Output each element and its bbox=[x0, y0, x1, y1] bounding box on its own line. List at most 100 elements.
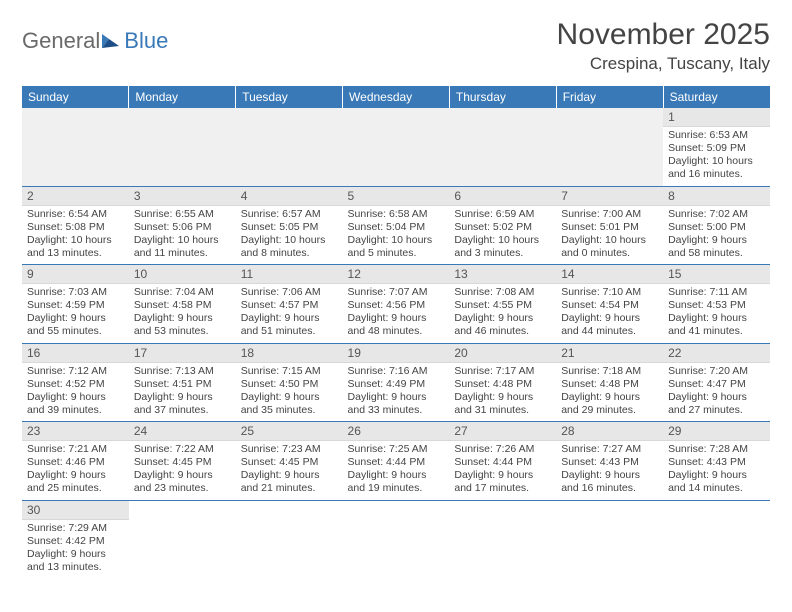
sunrise-line: Sunrise: 7:18 AM bbox=[561, 365, 658, 378]
day-body: Sunrise: 7:06 AMSunset: 4:57 PMDaylight:… bbox=[236, 284, 343, 343]
location-subtitle: Crespina, Tuscany, Italy bbox=[557, 54, 770, 74]
calendar-empty-cell bbox=[556, 108, 663, 186]
day-body: Sunrise: 7:13 AMSunset: 4:51 PMDaylight:… bbox=[129, 363, 236, 422]
day-number: 7 bbox=[556, 187, 663, 206]
daylight-line: Daylight: 10 hours and 8 minutes. bbox=[241, 234, 338, 260]
calendar-empty-cell bbox=[236, 500, 343, 578]
calendar-header-row: SundayMondayTuesdayWednesdayThursdayFrid… bbox=[22, 86, 770, 108]
calendar-day-cell: 29Sunrise: 7:28 AMSunset: 4:43 PMDayligh… bbox=[663, 422, 770, 501]
day-body: Sunrise: 7:28 AMSunset: 4:43 PMDaylight:… bbox=[663, 441, 770, 500]
sunset-line: Sunset: 4:46 PM bbox=[27, 456, 124, 469]
sunset-line: Sunset: 5:02 PM bbox=[454, 221, 551, 234]
day-body: Sunrise: 7:18 AMSunset: 4:48 PMDaylight:… bbox=[556, 363, 663, 422]
daylight-line: Daylight: 10 hours and 3 minutes. bbox=[454, 234, 551, 260]
calendar-header-cell: Wednesday bbox=[343, 86, 450, 108]
daylight-line: Daylight: 9 hours and 21 minutes. bbox=[241, 469, 338, 495]
calendar-empty-cell bbox=[129, 500, 236, 578]
calendar-empty-cell bbox=[556, 500, 663, 578]
daylight-line: Daylight: 10 hours and 0 minutes. bbox=[561, 234, 658, 260]
day-number: 9 bbox=[22, 265, 129, 284]
day-number: 15 bbox=[663, 265, 770, 284]
daylight-line: Daylight: 10 hours and 13 minutes. bbox=[27, 234, 124, 260]
sunset-line: Sunset: 4:44 PM bbox=[348, 456, 445, 469]
daylight-line: Daylight: 9 hours and 25 minutes. bbox=[27, 469, 124, 495]
day-number: 6 bbox=[449, 187, 556, 206]
calendar-header-cell: Monday bbox=[129, 86, 236, 108]
calendar-body: 1Sunrise: 6:53 AMSunset: 5:09 PMDaylight… bbox=[22, 108, 770, 578]
sunrise-line: Sunrise: 7:15 AM bbox=[241, 365, 338, 378]
daylight-line: Daylight: 9 hours and 29 minutes. bbox=[561, 391, 658, 417]
page-title: November 2025 bbox=[557, 18, 770, 52]
sunset-line: Sunset: 5:06 PM bbox=[134, 221, 231, 234]
daylight-line: Daylight: 9 hours and 19 minutes. bbox=[348, 469, 445, 495]
sunrise-line: Sunrise: 7:27 AM bbox=[561, 443, 658, 456]
calendar-empty-cell bbox=[663, 500, 770, 578]
header: General Blue November 2025 Crespina, Tus… bbox=[22, 18, 770, 74]
sunrise-line: Sunrise: 7:17 AM bbox=[454, 365, 551, 378]
calendar-day-cell: 4Sunrise: 6:57 AMSunset: 5:05 PMDaylight… bbox=[236, 186, 343, 265]
sunset-line: Sunset: 4:45 PM bbox=[134, 456, 231, 469]
calendar-day-cell: 6 Sunrise: 6:59 AMSunset: 5:02 PMDaylight… bbox=[449, 186, 556, 265]
calendar-row: 1Sunrise: 6:53 AMSunset: 5:09 PMDaylight… bbox=[22, 108, 770, 186]
day-body: Sunrise: 6:54 AMSunset: 5:08 PMDaylight:… bbox=[22, 206, 129, 265]
sunrise-line: Sunrise: 7:10 AM bbox=[561, 286, 658, 299]
daylight-line: Daylight: 9 hours and 46 minutes. bbox=[454, 312, 551, 338]
day-body: Sunrise: 7:22 AMSunset: 4:45 PMDaylight:… bbox=[129, 441, 236, 500]
sunset-line: Sunset: 4:58 PM bbox=[134, 299, 231, 312]
calendar-day-cell: 20 Sunrise: 7:17 AMSunset: 4:48 PMDayligh… bbox=[449, 343, 556, 422]
sunrise-line: Sunrise: 7:00 AM bbox=[561, 208, 658, 221]
sunset-line: Sunset: 4:44 PM bbox=[454, 456, 551, 469]
sunset-line: Sunset: 4:43 PM bbox=[668, 456, 765, 469]
daylight-line: Daylight: 10 hours and 5 minutes. bbox=[348, 234, 445, 260]
sunset-line: Sunset: 4:45 PM bbox=[241, 456, 338, 469]
sunrise-line: Sunrise: 7:20 AM bbox=[668, 365, 765, 378]
sunrise-line: Sunrise: 7:03 AM bbox=[27, 286, 124, 299]
calendar-empty-cell bbox=[236, 108, 343, 186]
calendar-day-cell: 25Sunrise: 7:23 AMSunset: 4:45 PMDayligh… bbox=[236, 422, 343, 501]
calendar-day-cell: 13Sunrise: 7:08 AMSunset: 4:55 PMDayligh… bbox=[449, 265, 556, 344]
calendar-day-cell: 5Sunrise: 6:58 AMSunset: 5:04 PMDaylight… bbox=[343, 186, 450, 265]
calendar-day-cell: 8Sunrise: 7:02 AMSunset: 5:00 PMDaylight… bbox=[663, 186, 770, 265]
calendar-day-cell: 19Sunrise: 7:16 AMSunset: 4:49 PMDayligh… bbox=[343, 343, 450, 422]
day-body: Sunrise: 7:08 AMSunset: 4:55 PMDaylight:… bbox=[449, 284, 556, 343]
day-number: 22 bbox=[663, 344, 770, 363]
day-number: 29 bbox=[663, 422, 770, 441]
day-body: Sunrise: 7:00 AMSunset: 5:01 PMDaylight:… bbox=[556, 206, 663, 265]
sunrise-line: Sunrise: 7:02 AM bbox=[668, 208, 765, 221]
sunrise-line: Sunrise: 7:22 AM bbox=[134, 443, 231, 456]
calendar-day-cell: 16Sunrise: 7:12 AMSunset: 4:52 PMDayligh… bbox=[22, 343, 129, 422]
day-number: 25 bbox=[236, 422, 343, 441]
day-number: 23 bbox=[22, 422, 129, 441]
sunset-line: Sunset: 5:01 PM bbox=[561, 221, 658, 234]
sunrise-line: Sunrise: 7:16 AM bbox=[348, 365, 445, 378]
sunset-line: Sunset: 4:53 PM bbox=[668, 299, 765, 312]
day-number: 24 bbox=[129, 422, 236, 441]
sunrise-line: Sunrise: 6:59 AM bbox=[454, 208, 551, 221]
sunset-line: Sunset: 4:47 PM bbox=[668, 378, 765, 391]
sunset-line: Sunset: 4:48 PM bbox=[454, 378, 551, 391]
calendar-empty-cell bbox=[129, 108, 236, 186]
daylight-line: Daylight: 9 hours and 55 minutes. bbox=[27, 312, 124, 338]
sunrise-line: Sunrise: 7:07 AM bbox=[348, 286, 445, 299]
sunrise-line: Sunrise: 7:04 AM bbox=[134, 286, 231, 299]
calendar-day-cell: 3Sunrise: 6:55 AMSunset: 5:06 PMDaylight… bbox=[129, 186, 236, 265]
sunrise-line: Sunrise: 7:12 AM bbox=[27, 365, 124, 378]
daylight-line: Daylight: 9 hours and 35 minutes. bbox=[241, 391, 338, 417]
sunrise-line: Sunrise: 6:55 AM bbox=[134, 208, 231, 221]
sunrise-line: Sunrise: 6:58 AM bbox=[348, 208, 445, 221]
daylight-line: Daylight: 10 hours and 11 minutes. bbox=[134, 234, 231, 260]
day-number: 18 bbox=[236, 344, 343, 363]
calendar-empty-cell bbox=[343, 500, 450, 578]
calendar-day-cell: 27Sunrise: 7:26 AMSunset: 4:44 PMDayligh… bbox=[449, 422, 556, 501]
sunset-line: Sunset: 4:59 PM bbox=[27, 299, 124, 312]
calendar-day-cell: 2Sunrise: 6:54 AMSunset: 5:08 PMDaylight… bbox=[22, 186, 129, 265]
day-body: Sunrise: 7:21 AMSunset: 4:46 PMDaylight:… bbox=[22, 441, 129, 500]
daylight-line: Daylight: 9 hours and 37 minutes. bbox=[134, 391, 231, 417]
sunset-line: Sunset: 5:00 PM bbox=[668, 221, 765, 234]
calendar-day-cell: 9 Sunrise: 7:03 AMSunset: 4:59 PMDaylight… bbox=[22, 265, 129, 344]
day-number: 1 bbox=[663, 108, 770, 127]
day-number: 10 bbox=[129, 265, 236, 284]
sunset-line: Sunset: 5:04 PM bbox=[348, 221, 445, 234]
day-number: 20 bbox=[449, 344, 556, 363]
daylight-line: Daylight: 9 hours and 31 minutes. bbox=[454, 391, 551, 417]
